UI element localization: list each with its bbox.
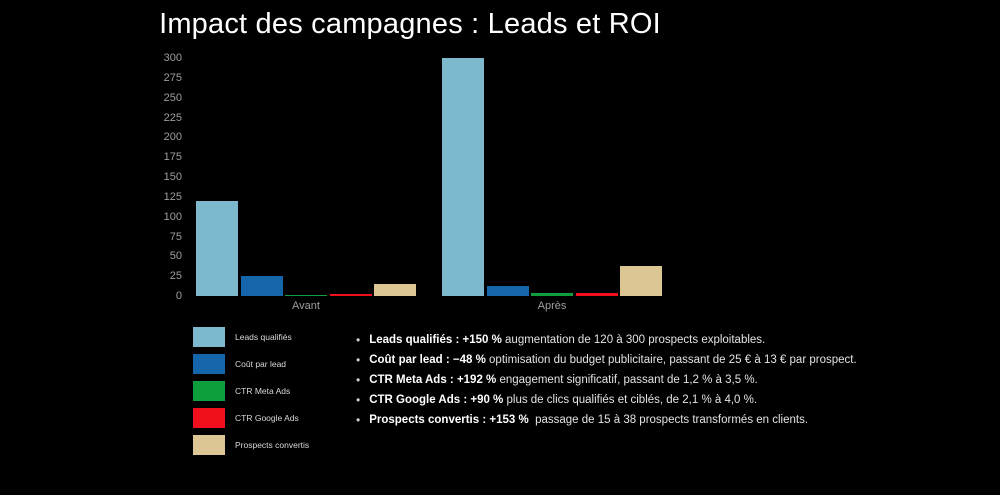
legend-item-leads-qualifi-s: Leads qualifiés (193, 327, 309, 347)
bullet-dot-icon: • (356, 413, 361, 427)
bar-ctr-meta-ads-apr-s (531, 293, 573, 296)
legend-swatch (193, 408, 225, 428)
y-axis-tick-label: 0 (175, 290, 182, 302)
bullet-dot-icon: • (356, 373, 361, 387)
bullet-dot-icon: • (356, 333, 361, 347)
insight-metric: CTR Google Ads : +90 % (369, 394, 504, 406)
chart-plot-area: Avant Après (190, 58, 680, 312)
insight-metric: CTR Meta Ads : +192 % (369, 374, 497, 386)
insight-metric: Prospects convertis : +153 % (369, 414, 529, 426)
insight-description: augmentation de 120 à 300 prospects expl… (501, 334, 766, 346)
legend-item-prospects-convertis: Prospects convertis (193, 435, 309, 455)
chart-title: Impact des campagnes : Leads et ROI (159, 8, 661, 40)
chart-legend: Leads qualifiés Coût par lead CTR Meta Ads… (193, 327, 309, 462)
bar-ctr-google-ads-avant (329, 294, 372, 296)
legend-label: Leads qualifiés (235, 332, 292, 342)
legend-label: CTR Google Ads (235, 413, 299, 423)
insight-bullet: • Leads qualifiés : +150 % augmentation d… (356, 330, 956, 350)
y-axis-tick-label: 250 (163, 91, 182, 104)
bar-prospects-convertis-avant (374, 284, 416, 296)
insight-description: optimisation du budget publicitaire, pas… (485, 354, 857, 366)
y-axis-tick-label: 50 (169, 250, 182, 263)
y-axis-tick-label: 75 (169, 230, 182, 243)
bullet-dot-icon: • (356, 393, 361, 407)
insight-description: engagement significatif, passant de 1,2 … (496, 374, 758, 386)
bar-prospects-convertis-apr-s (620, 266, 662, 296)
bar-co-t-par-lead-apr-s (486, 286, 529, 296)
bar-co-t-par-lead-avant (240, 276, 283, 296)
y-axis-tick-label: 300 (163, 52, 182, 64)
y-axis-tick-label: 275 (163, 71, 182, 84)
bar-leads-qualifi-s-apr-s (442, 58, 484, 296)
insight-bullet: • Prospects convertis : +153 % passage de… (356, 410, 956, 430)
y-axis-tick-label: 225 (163, 111, 182, 124)
legend-label: Coût par lead (235, 359, 287, 369)
insight-bullet: • CTR Meta Ads : +192 % engagement signif… (356, 370, 956, 390)
y-axis-tick-label: 200 (163, 131, 182, 144)
x-axis-label-apr-s: Après (537, 300, 567, 312)
legend-label: CTR Meta Ads (235, 386, 291, 396)
legend-swatch (193, 327, 225, 347)
bar-ctr-meta-ads-avant (285, 295, 327, 296)
insight-bullet: • Coût par lead : −48 % optimisation du b… (356, 350, 956, 370)
insight-metric: Leads qualifiés : +150 % (369, 334, 502, 346)
y-axis-tick-label: 100 (163, 210, 182, 223)
y-axis-tick-label: 125 (163, 190, 182, 203)
legend-label: Prospects convertis (235, 440, 310, 450)
legend-swatch (193, 381, 225, 401)
x-axis-label-avant: Avant (292, 300, 320, 312)
bar-leads-qualifi-s-avant (196, 201, 238, 296)
y-axis-tick-label: 25 (169, 270, 182, 283)
insight-description: passage de 15 à 38 prospects transformés… (528, 414, 809, 426)
bar-ctr-google-ads-apr-s (575, 293, 618, 296)
y-axis: 0 25 50 75 100 125 150 175 200 225 250 275 300 (140, 52, 182, 302)
insight-metric: Coût par lead : −48 % (369, 354, 486, 366)
legend-item-ctr-google-ads: CTR Google Ads (193, 408, 309, 428)
y-axis-tick-label: 150 (163, 171, 182, 183)
bullet-dot-icon: • (356, 353, 361, 367)
legend-item-ctr-meta-ads: CTR Meta Ads (193, 381, 309, 401)
legend-swatch (193, 435, 225, 455)
insight-bullet: • CTR Google Ads : +90 % plus de clics qu… (356, 390, 956, 410)
legend-item-co-t-par-lead: Coût par lead (193, 354, 309, 374)
y-axis-tick-label: 175 (163, 151, 182, 164)
legend-swatch (193, 354, 225, 374)
insight-description: plus de clics qualifiés et ciblés, de 2,… (503, 394, 758, 406)
insights-list: • Leads qualifiés : +150 % augmentation d… (356, 330, 956, 430)
